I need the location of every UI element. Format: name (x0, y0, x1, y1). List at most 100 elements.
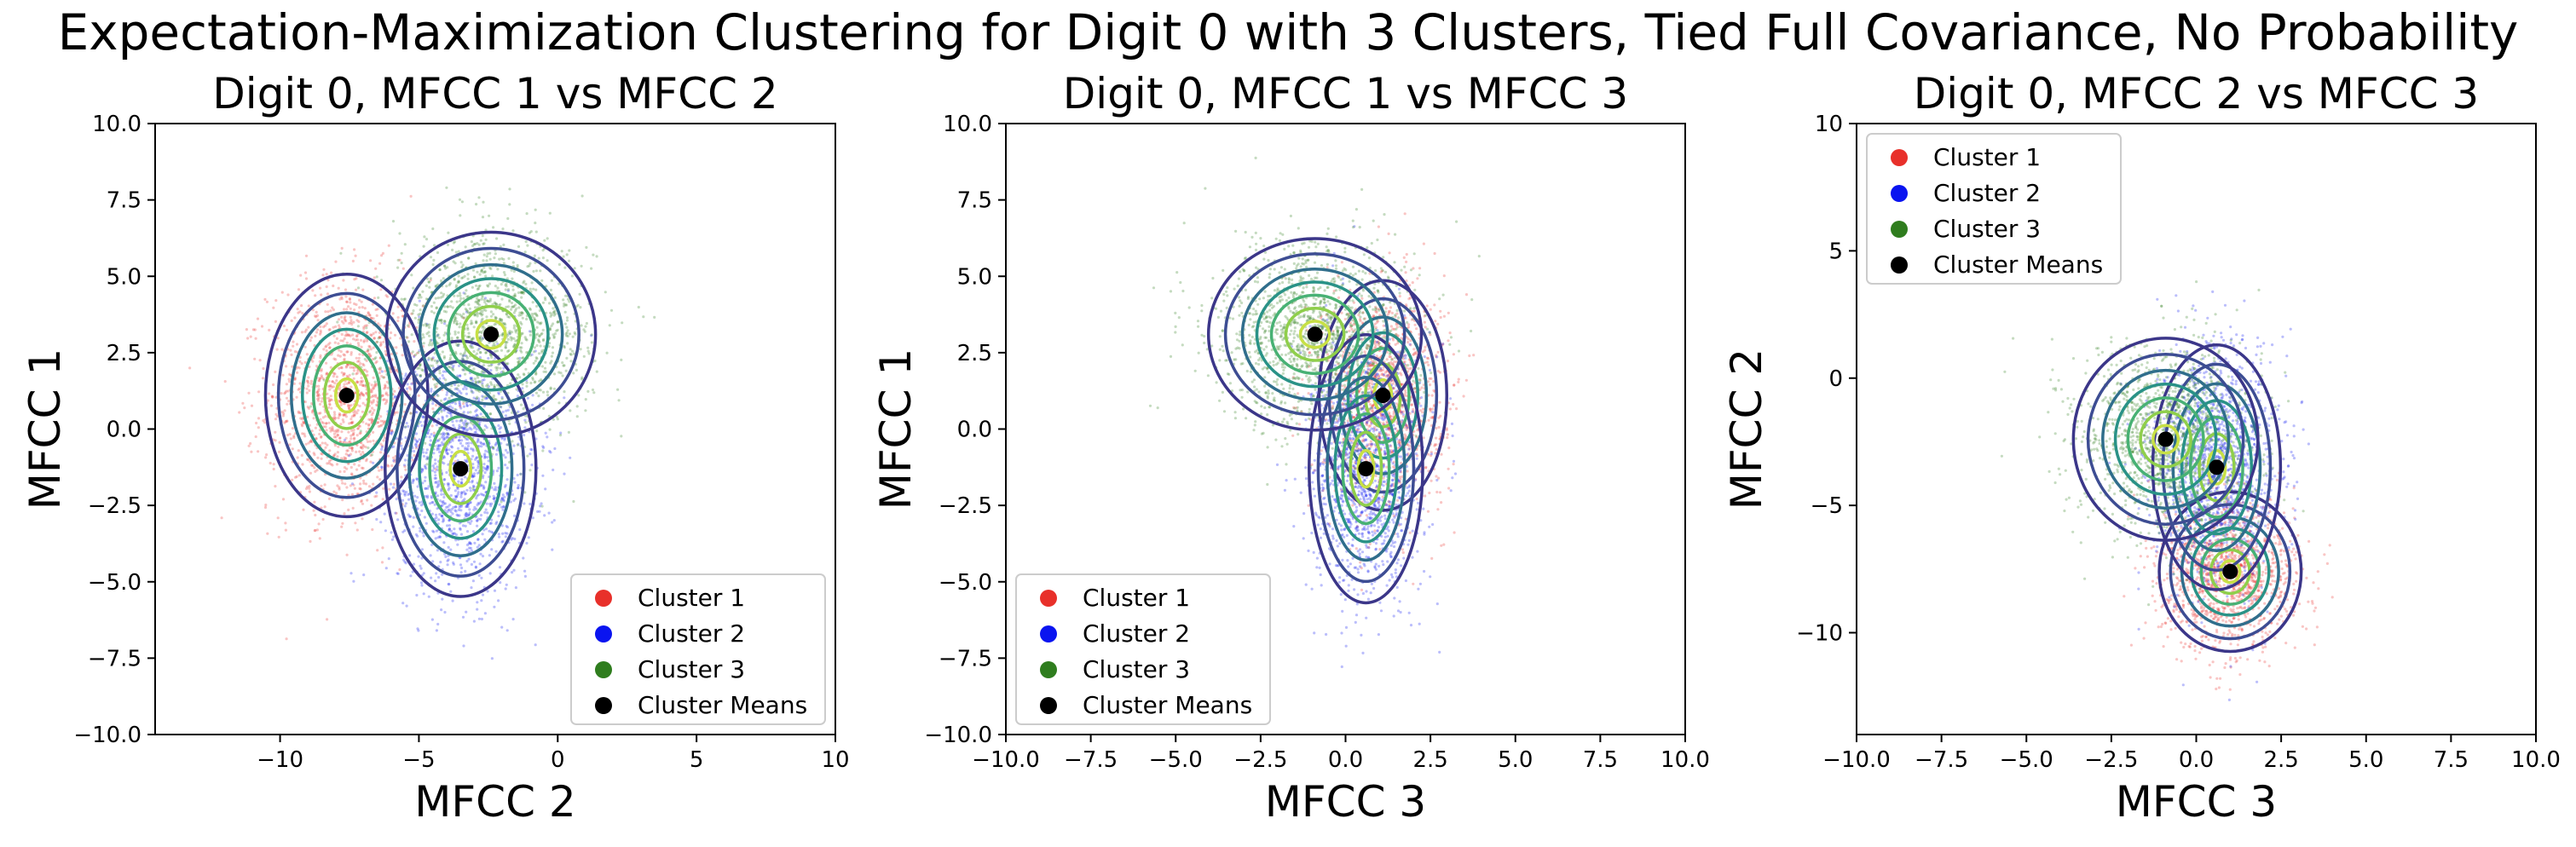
scatter-point (534, 372, 538, 376)
scatter-point (352, 579, 355, 583)
scatter-point (344, 415, 348, 418)
scatter-point (392, 535, 396, 539)
scatter-point (523, 336, 527, 339)
scatter-point (523, 251, 527, 254)
scatter-point (505, 524, 508, 528)
scatter-point (473, 505, 477, 510)
scatter-point (276, 516, 280, 520)
scatter-point (392, 482, 396, 486)
scatter-point (379, 343, 383, 346)
scatter-point (465, 423, 468, 426)
scatter-point (427, 331, 430, 334)
scatter-point (462, 490, 466, 493)
scatter-point (410, 382, 413, 386)
scatter-point (492, 497, 496, 501)
scatter-point (475, 456, 478, 460)
scatter-point (408, 515, 413, 518)
scatter-point (371, 388, 374, 391)
scatter-point (465, 504, 469, 507)
scatter-point (488, 554, 492, 557)
scatter-point (442, 320, 447, 323)
scatter-point (361, 466, 364, 470)
scatter-point (455, 343, 459, 347)
scatter-point (471, 377, 474, 380)
scatter-point (264, 504, 268, 507)
scatter-point (349, 301, 352, 304)
scatter-point (288, 380, 292, 383)
scatter-point (426, 432, 430, 435)
scatter-point (427, 595, 430, 598)
scatter-point (444, 397, 448, 400)
scatter-point (342, 385, 345, 389)
scatter-point (501, 370, 505, 373)
scatter-point (461, 263, 465, 267)
scatter-point (517, 373, 520, 377)
scatter-point (309, 539, 312, 544)
scatter-point (384, 384, 387, 388)
scatter-point (274, 370, 277, 373)
scatter-point (322, 378, 326, 382)
scatter-point (328, 346, 332, 349)
scatter-point (274, 412, 278, 416)
scatter-point (438, 535, 442, 539)
scatter-point (427, 326, 431, 329)
scatter-point (401, 354, 404, 357)
scatter-point (360, 345, 363, 349)
scatter-point (313, 453, 316, 457)
scatter-point (326, 443, 329, 447)
scatter-point (306, 415, 309, 418)
scatter-point (349, 572, 353, 575)
scatter-point (328, 399, 332, 402)
scatter-point (540, 350, 544, 354)
scatter-point (428, 323, 431, 326)
scatter-point (471, 379, 475, 383)
scatter-point (488, 529, 491, 533)
scatter-point (494, 452, 499, 456)
scatter-point (500, 496, 504, 500)
scatter-point (565, 319, 569, 322)
scatter-point (501, 508, 505, 511)
scatter-point (440, 493, 443, 496)
scatter-point (467, 311, 471, 314)
scatter-point (318, 379, 321, 383)
scatter-point (494, 550, 498, 553)
scatter-point (493, 481, 496, 486)
scatter-point (466, 411, 470, 414)
scatter-point (264, 456, 268, 459)
scatter-point (378, 336, 381, 339)
scatter-point (541, 328, 545, 331)
scatter-point (455, 322, 459, 326)
scatter-point (304, 277, 309, 280)
scatter-point (468, 508, 471, 511)
scatter-point (394, 511, 397, 515)
scatter-point (385, 360, 389, 363)
scatter-point (311, 289, 315, 292)
scatter-point (528, 231, 532, 234)
scatter-point (595, 370, 598, 373)
scatter-point (396, 572, 399, 575)
scatter-point (296, 366, 299, 369)
scatter-point (463, 424, 466, 427)
scatter-point (465, 512, 469, 516)
scatter-point (461, 357, 465, 360)
scatter-point (539, 269, 542, 273)
y-tick-label: −2.5 (88, 493, 142, 519)
scatter-point (449, 414, 453, 418)
scatter-point (481, 383, 484, 387)
scatter-point (396, 411, 399, 414)
scatter-point (470, 240, 474, 244)
scatter-point (475, 397, 478, 400)
scatter-point (463, 351, 467, 354)
scatter-point (472, 243, 476, 246)
scatter-point (492, 497, 495, 500)
scatter-point (345, 382, 349, 385)
scatter-point (451, 439, 454, 442)
scatter-point (563, 472, 566, 475)
scatter-point (457, 383, 460, 388)
scatter-point (372, 386, 375, 389)
scatter-point (344, 320, 348, 323)
scatter-point (550, 324, 553, 327)
scatter-point (377, 296, 380, 299)
scatter-point (325, 285, 328, 289)
scatter-point (550, 313, 553, 316)
